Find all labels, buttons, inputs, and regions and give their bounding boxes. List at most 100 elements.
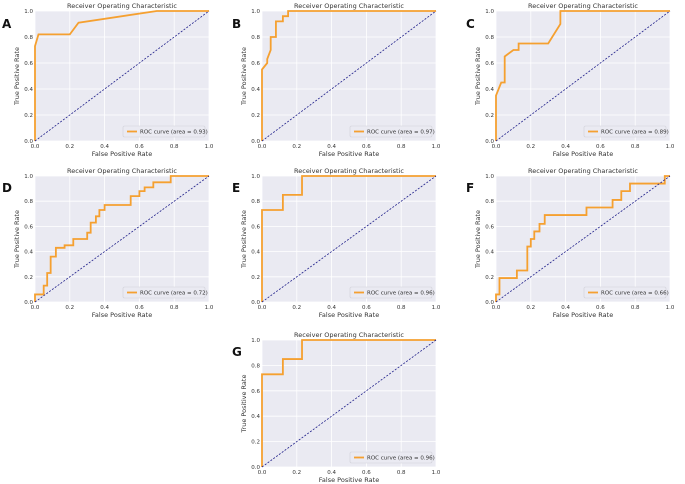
y-tick-label: 0.4 [251,87,260,93]
legend: ROC curve (area = 0.96) [349,286,435,299]
x-tick-label: 0.2 [292,470,301,476]
x-tick-label: 1.0 [205,144,214,150]
y-tick-label: 0.6 [485,224,494,230]
x-tick-label: 0.6 [362,305,371,311]
x-tick-label: 0.4 [561,305,570,311]
y-tick-label: 0.2 [24,113,33,119]
y-tick-label: 0.4 [24,87,33,93]
x-tick-label: 0.2 [526,144,535,150]
y-tick-label: 0.8 [251,35,260,41]
x-tick-label: 0.4 [561,144,570,150]
x-tick-label: 0.2 [292,144,301,150]
chance-diagonal-line [261,175,437,303]
x-tick-label: 0.4 [327,144,336,150]
x-tick-label: 0.0 [31,305,40,311]
y-tick-label: 0.4 [251,250,260,256]
x-tick-label: 1.0 [432,470,441,476]
x-tick-label: 0.6 [596,144,605,150]
panel-label: A [2,17,12,31]
x-tick-label: 0.4 [100,144,109,150]
y-tick-label: 0.2 [24,275,33,281]
panel-label: F [466,181,474,195]
legend: ROC curve (area = 0.89) [583,125,669,138]
roc-curve-line [261,175,436,302]
y-tick-label: 0.2 [251,275,260,281]
y-tick-label: 0.6 [251,389,260,395]
legend-box [122,286,206,299]
x-axis-label: False Positive Rate [319,311,379,319]
panel-label: E [232,181,240,195]
x-tick-label: 1.0 [666,305,675,311]
x-axis-label: False Positive Rate [553,311,613,319]
chart-title: Receiver Operating Characteristic [294,167,404,175]
y-tick-label: 0.4 [485,250,494,256]
legend-box [583,125,667,138]
chart-title: Receiver Operating Characteristic [294,331,404,339]
y-tick-label: 1.0 [251,9,260,15]
x-tick-label: 0.0 [492,305,501,311]
x-axis-label: False Positive Rate [319,476,379,484]
roc-panel-d: D 0.0 0.2 0.4 0.6 0.8 1.0 0.0 0.2 0.4 0.6 0.8 1.0 Rec… [2,167,214,319]
y-tick-label: 0.8 [251,199,260,205]
y-tick-label: 0.0 [251,300,260,306]
roc-curve-line [495,10,670,141]
x-tick-label: 0.2 [65,305,74,311]
y-tick-label: 0.0 [485,139,494,145]
x-tick-label: 0.0 [258,144,267,150]
x-tick-label: 0.8 [170,144,179,150]
x-tick-label: 0.8 [631,144,640,150]
chart-title: Receiver Operating Characteristic [67,167,177,175]
legend: ROC curve (area = 0.93) [122,125,208,138]
x-tick-label: 0.2 [292,305,301,311]
legend-label: ROC curve (area = 0.96) [367,291,435,297]
legend-label: ROC curve (area = 0.93) [140,130,208,136]
panel-label: D [2,181,12,195]
chart-title: Receiver Operating Characteristic [294,2,404,10]
chance-diagonal-line [261,10,437,142]
x-axis-label: False Positive Rate [92,311,152,319]
y-tick-label: 0.8 [251,363,260,369]
x-tick-label: 0.8 [397,305,406,311]
x-tick-label: 0.8 [631,305,640,311]
x-axis-label: False Positive Rate [319,150,379,158]
roc-curve-line [34,175,209,302]
legend-box [583,286,667,299]
legend: ROC curve (area = 0.97) [349,125,435,138]
x-tick-label: 0.8 [397,470,406,476]
x-tick-label: 0.0 [258,470,267,476]
y-axis-label: True Positive Rate [13,210,21,269]
y-tick-label: 0.4 [24,250,33,256]
legend: ROC curve (area = 0.66) [583,286,669,299]
y-tick-label: 0.0 [251,139,260,145]
legend-label: ROC curve (area = 0.66) [601,291,669,297]
legend-box [122,125,206,138]
legend: ROC curve (area = 0.72) [122,286,208,299]
panel-label: G [232,345,242,359]
roc-panel-a: A 0.0 0.2 0.4 0.6 0.8 1.0 0.0 0.2 0.4 0.6 0.8 1.0 Rec… [2,2,214,158]
y-tick-label: 0.6 [24,224,33,230]
x-tick-label: 0.6 [135,305,144,311]
legend-box [349,451,433,464]
y-axis-label: True Positive Rate [240,375,248,434]
roc-panel-e: E 0.0 0.2 0.4 0.6 0.8 1.0 0.0 0.2 0.4 0.6 0.8 1.0 Rec… [232,167,441,319]
y-tick-label: 0.8 [24,35,33,41]
roc-curve-line [261,10,436,141]
x-tick-label: 0.2 [526,305,535,311]
x-tick-label: 0.8 [170,305,179,311]
y-tick-label: 0.2 [485,113,494,119]
x-tick-label: 0.8 [397,144,406,150]
legend-label: ROC curve (area = 0.89) [601,130,669,136]
legend: ROC curve (area = 0.96) [349,451,435,464]
x-tick-label: 0.6 [362,144,371,150]
x-tick-label: 0.6 [135,144,144,150]
x-axis-label: False Positive Rate [553,150,613,158]
chance-diagonal-line [261,339,437,468]
legend-box [349,286,433,299]
chance-diagonal-line [495,175,671,303]
y-tick-label: 0.6 [251,224,260,230]
y-tick-label: 0.8 [485,199,494,205]
chart-title: Receiver Operating Characteristic [528,167,638,175]
roc-curve-line [34,10,209,141]
x-tick-label: 0.0 [31,144,40,150]
roc-curve-line [495,175,670,302]
